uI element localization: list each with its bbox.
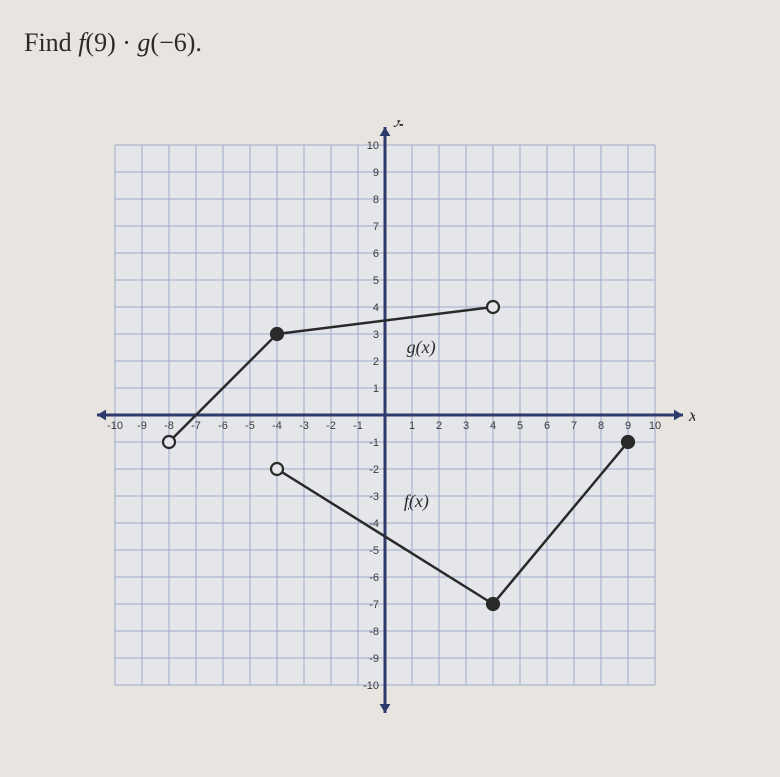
svg-text:3: 3: [463, 420, 469, 432]
svg-text:-9: -9: [369, 653, 379, 665]
svg-text:7: 7: [373, 221, 379, 233]
svg-text:-8: -8: [164, 420, 174, 432]
svg-text:5: 5: [517, 420, 523, 432]
svg-text:g(x): g(x): [407, 337, 436, 358]
svg-text:2: 2: [436, 420, 442, 432]
svg-text:8: 8: [598, 420, 604, 432]
svg-text:1: 1: [373, 383, 379, 395]
svg-text:y: y: [393, 120, 403, 127]
svg-text:-3: -3: [299, 420, 309, 432]
svg-text:-9: -9: [137, 420, 147, 432]
svg-text:8: 8: [373, 194, 379, 206]
svg-text:4: 4: [490, 420, 496, 432]
svg-text:x: x: [688, 405, 695, 425]
svg-text:-10: -10: [363, 680, 379, 692]
svg-text:-6: -6: [218, 420, 228, 432]
svg-text:-6: -6: [369, 572, 379, 584]
svg-text:-7: -7: [191, 420, 201, 432]
svg-text:6: 6: [544, 420, 550, 432]
svg-text:-5: -5: [245, 420, 255, 432]
question-text: Find f(9) · g(−6).: [24, 28, 202, 58]
svg-text:9: 9: [373, 167, 379, 179]
svg-text:10: 10: [367, 140, 379, 152]
svg-text:4: 4: [373, 302, 379, 314]
svg-text:-2: -2: [369, 464, 379, 476]
chart-svg: -10 -9 -8 -7 -6 -5 -4 -3 -2 -1 1 2 3 4 5 6 7 8 9 10 -10 -9 -8 -…: [85, 120, 695, 750]
svg-text:6: 6: [373, 248, 379, 260]
svg-text:7: 7: [571, 420, 577, 432]
svg-text:1: 1: [409, 420, 415, 432]
svg-text:-1: -1: [353, 420, 363, 432]
svg-text:-7: -7: [369, 599, 379, 611]
svg-text:-5: -5: [369, 545, 379, 557]
svg-text:f(x): f(x): [404, 491, 429, 512]
svg-text:-1: -1: [369, 437, 379, 449]
svg-text:2: 2: [373, 356, 379, 368]
svg-text:9: 9: [625, 420, 631, 432]
graph-chart: -10 -9 -8 -7 -6 -5 -4 -3 -2 -1 1 2 3 4 5 6 7 8 9 10 -10 -9 -8 -…: [85, 120, 695, 750]
svg-text:-10: -10: [107, 420, 123, 432]
svg-text:10: 10: [649, 420, 661, 432]
svg-text:-2: -2: [326, 420, 336, 432]
svg-text:-3: -3: [369, 491, 379, 503]
svg-text:3: 3: [373, 329, 379, 341]
svg-text:-4: -4: [272, 420, 282, 432]
svg-text:5: 5: [373, 275, 379, 287]
svg-text:-8: -8: [369, 626, 379, 638]
